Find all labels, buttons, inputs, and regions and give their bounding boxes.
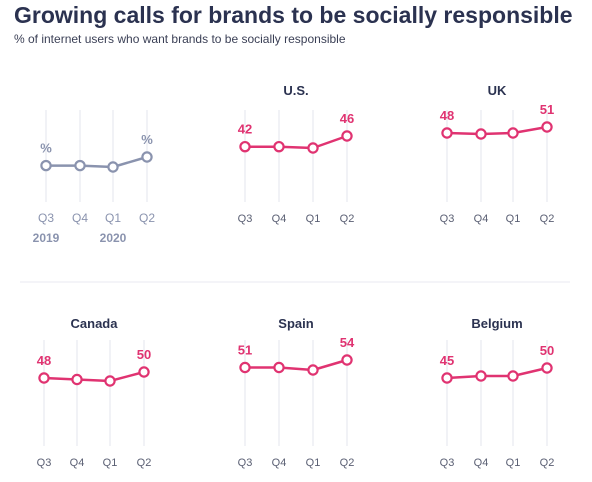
tick-label: Q4: [474, 213, 489, 225]
data-label-start: 48: [37, 353, 51, 368]
data-point: [40, 159, 52, 172]
series-line: [445, 125, 549, 136]
tick-label: Q3: [37, 457, 52, 469]
series-line: [243, 134, 349, 150]
series-line: [42, 370, 146, 383]
page-title: Growing calls for brands to be socially …: [14, 2, 573, 28]
tick-label: Q3: [238, 457, 253, 469]
tick-label: Q3: [440, 213, 455, 225]
data-point: [239, 361, 251, 374]
series-line: [243, 358, 349, 372]
data-point: [74, 159, 86, 172]
data-point: [239, 140, 251, 153]
data-point: [441, 127, 453, 139]
tick-label: Q2: [540, 457, 555, 469]
page-subtitle: % of internet users who want brands to b…: [14, 32, 346, 46]
data-label-end: 50: [137, 347, 151, 362]
series-line: [44, 155, 149, 169]
data-point: [507, 370, 519, 382]
data-label-start: 45: [440, 353, 454, 368]
panel-title: U.S.: [283, 83, 308, 98]
data-point: [141, 151, 153, 163]
panel-title: Canada: [71, 316, 119, 331]
data-point: [38, 372, 50, 384]
year-label: 2020: [100, 231, 127, 245]
data-point: [273, 140, 285, 153]
data-point: [341, 354, 353, 366]
data-point: [138, 366, 150, 378]
data-point: [541, 121, 553, 133]
tick-label: Q2: [137, 457, 152, 469]
data-point: [104, 375, 116, 387]
series-line: [445, 366, 549, 380]
tick-label: Q1: [306, 457, 321, 469]
tick-label: Q2: [340, 457, 355, 469]
data-point: [507, 127, 519, 139]
panel-title: Spain: [278, 316, 313, 331]
data-label-end: %: [141, 132, 153, 147]
data-label-start: 42: [238, 122, 252, 137]
tick-label: Q4: [72, 211, 88, 225]
tick-label: Q4: [272, 213, 287, 225]
tick-label: Q2: [139, 211, 155, 225]
data-label-end: 50: [540, 343, 554, 358]
data-point: [541, 362, 553, 374]
data-label-start: %: [40, 141, 52, 156]
tick-label: Q1: [103, 457, 118, 469]
data-point: [475, 370, 487, 382]
tick-label: Q3: [238, 213, 253, 225]
tick-label: Q1: [506, 213, 521, 225]
tick-label: Q1: [105, 211, 121, 225]
panel-title: Belgium: [471, 316, 522, 331]
data-label-start: 48: [440, 108, 454, 123]
data-point: [307, 142, 319, 154]
data-label-start: 51: [238, 343, 252, 358]
tick-label: Q4: [272, 457, 287, 469]
tick-label: Q4: [474, 457, 489, 469]
panel-title: UK: [488, 83, 507, 98]
data-point: [307, 364, 319, 376]
tick-label: Q2: [540, 213, 555, 225]
data-label-end: 54: [340, 335, 355, 350]
data-point: [273, 361, 285, 374]
tick-label: Q3: [38, 211, 54, 225]
tick-label: Q1: [306, 213, 321, 225]
tick-label: Q1: [506, 457, 521, 469]
data-point: [441, 372, 453, 384]
tick-label: Q3: [440, 457, 455, 469]
data-point: [341, 130, 353, 142]
data-point: [475, 128, 487, 140]
data-label-end: 51: [540, 102, 554, 117]
tick-label: Q2: [340, 213, 355, 225]
tick-label: Q4: [70, 457, 85, 469]
data-point: [71, 373, 83, 386]
data-point: [107, 161, 119, 173]
data-label-end: 46: [340, 111, 354, 126]
year-label: 2019: [33, 231, 60, 245]
